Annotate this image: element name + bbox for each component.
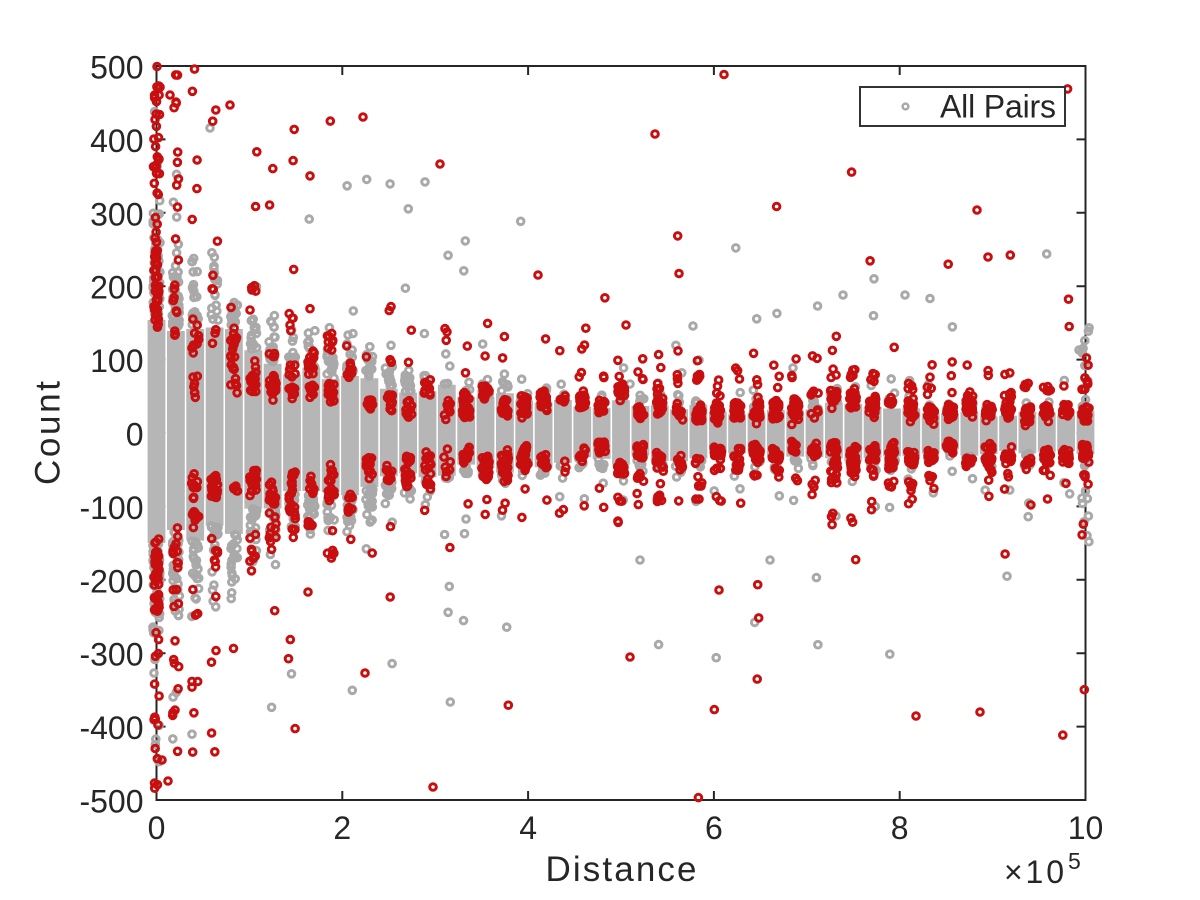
svg-text:-300: -300 [79, 637, 143, 673]
svg-text:400: 400 [90, 123, 143, 159]
svg-text:300: 300 [90, 196, 143, 232]
svg-text:-400: -400 [79, 710, 143, 746]
svg-text:10: 10 [1068, 810, 1104, 846]
svg-text:6: 6 [705, 810, 723, 846]
svg-text:0: 0 [148, 810, 166, 846]
svg-text:100: 100 [90, 343, 143, 379]
svg-text:-500: -500 [79, 784, 143, 820]
svg-text:8: 8 [891, 810, 909, 846]
svg-text:-200: -200 [79, 563, 143, 599]
svg-text:All Pairs: All Pairs [940, 89, 1056, 125]
svg-text:4: 4 [519, 810, 537, 846]
svg-text:-100: -100 [79, 490, 143, 526]
svg-text:Distance: Distance [546, 850, 697, 889]
svg-text:500: 500 [90, 50, 143, 86]
svg-text:5: 5 [1068, 848, 1081, 874]
svg-text:×10: ×10 [1004, 854, 1064, 890]
svg-text:200: 200 [90, 270, 143, 306]
svg-text:2: 2 [333, 810, 351, 846]
svg-text:0: 0 [126, 417, 144, 453]
svg-text:Count: Count [29, 381, 68, 485]
